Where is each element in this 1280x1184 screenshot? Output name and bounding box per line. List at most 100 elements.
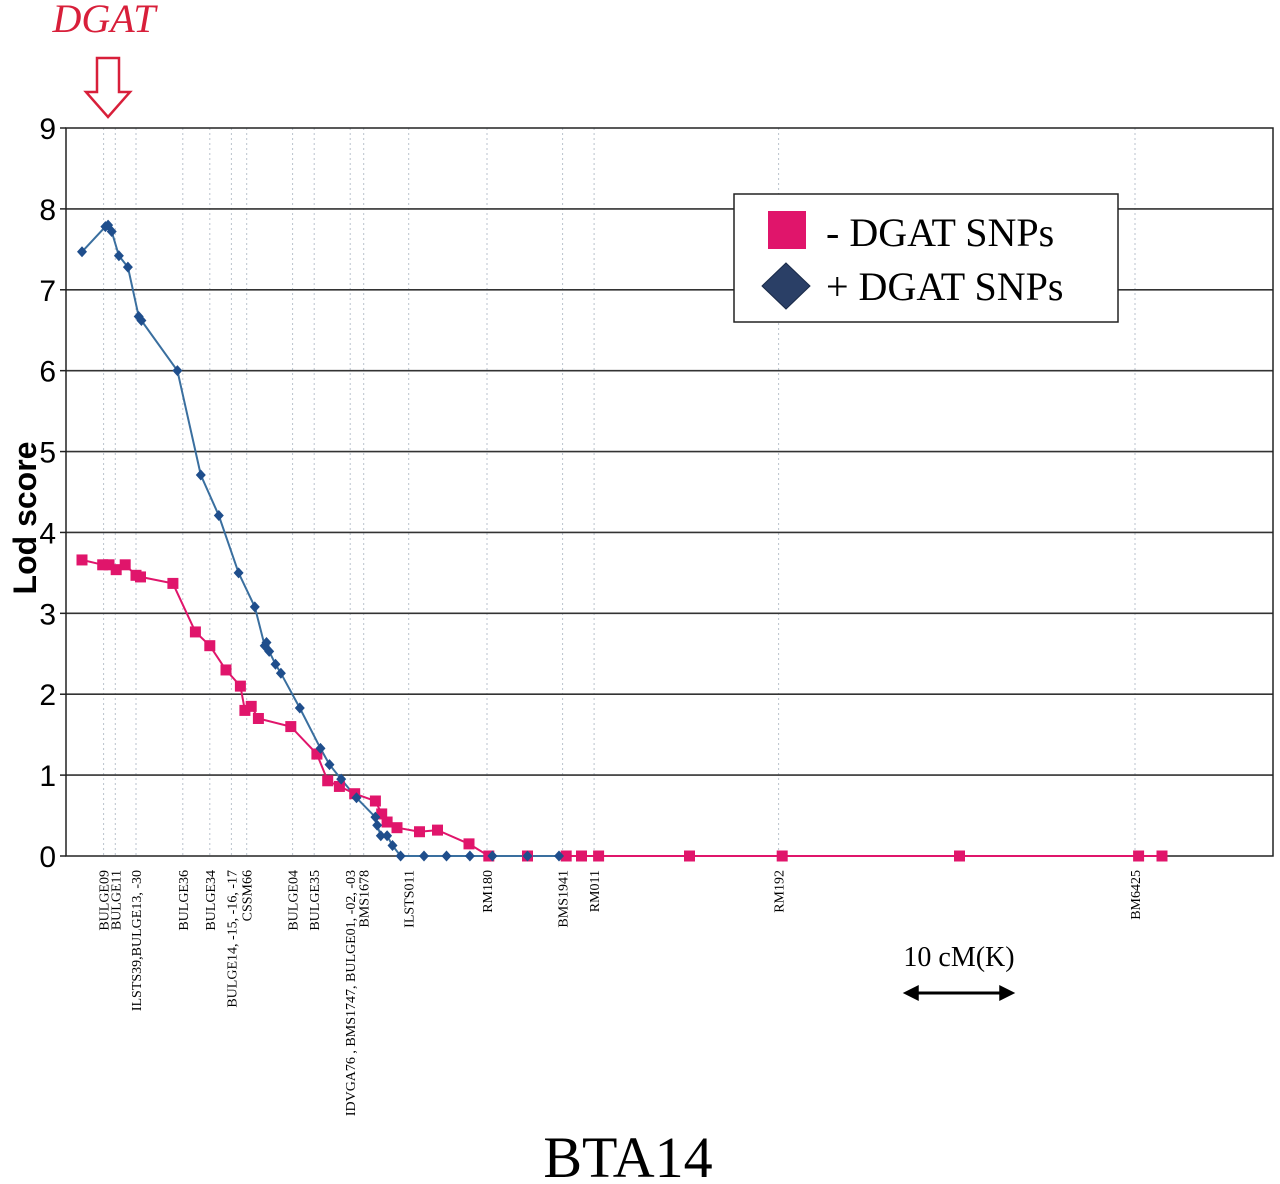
data-point — [382, 830, 393, 842]
data-point — [1133, 850, 1145, 862]
data-point — [233, 567, 244, 579]
gene-label: DGAT — [52, 0, 159, 41]
y-tick-label: 3 — [39, 598, 56, 631]
marker-label: ILSTS011 — [403, 870, 418, 928]
y-tick-label: 9 — [39, 113, 56, 146]
data-point — [275, 667, 286, 679]
data-point — [372, 819, 383, 831]
y-tick-label: 0 — [39, 841, 56, 874]
marker-label: ILSTS39,BULGE13, -30 — [130, 870, 145, 1011]
data-point — [285, 721, 297, 733]
data-point — [369, 795, 381, 807]
data-point — [336, 773, 347, 785]
data-point — [376, 808, 388, 820]
data-point — [395, 850, 406, 862]
y-tick-label: 2 — [39, 679, 56, 712]
data-point — [441, 850, 452, 862]
data-point — [776, 850, 788, 862]
marker-label: BULGE14, -15, -16, -17 — [225, 870, 240, 1008]
data-point — [252, 712, 264, 724]
y-tick-label: 6 — [39, 356, 56, 389]
y-tick-label: 4 — [39, 517, 56, 550]
data-point — [294, 702, 305, 714]
data-point — [76, 554, 88, 566]
data-point — [954, 850, 965, 862]
chromosome-title: BTA14 — [543, 1125, 712, 1184]
data-point — [432, 824, 443, 836]
data-point — [213, 509, 224, 521]
marker-label: RM192 — [773, 870, 788, 913]
data-point — [391, 822, 403, 834]
data-point — [487, 850, 498, 862]
data-point — [261, 636, 272, 648]
y-tick-label: 1 — [39, 760, 56, 793]
data-point — [119, 559, 131, 571]
y-tick-label: 7 — [39, 275, 56, 308]
y-tick-label: 5 — [39, 437, 56, 470]
data-point — [576, 850, 587, 862]
gene-annotation: DGAT — [52, 0, 159, 119]
data-point — [419, 850, 429, 862]
data-point — [381, 816, 393, 828]
data-point — [270, 658, 281, 670]
marker-label: IDVGA76 , BMS1747, BULGE01, -02, -03 — [344, 870, 359, 1116]
data-point — [464, 850, 475, 862]
data-point — [311, 748, 323, 760]
marker-label: CSSM66 — [241, 870, 256, 921]
double-arrow-icon — [902, 985, 1016, 1001]
data-point — [387, 839, 398, 851]
data-point — [220, 664, 232, 676]
data-point — [522, 850, 533, 862]
y-axis-ticks: 0 1 2 3 4 5 6 7 8 9 — [39, 113, 66, 874]
data-point — [110, 564, 122, 576]
data-point — [204, 640, 216, 652]
data-point — [234, 680, 246, 692]
marker-label: BMS1941 — [557, 870, 572, 928]
data-point — [113, 250, 124, 262]
data-point — [103, 559, 115, 571]
marker-label: BULGE35 — [308, 870, 323, 931]
marker-label: BULGE36 — [177, 870, 192, 931]
data-point — [315, 742, 326, 754]
marker-label: RM180 — [481, 870, 496, 913]
marker-label: RM011 — [588, 870, 603, 912]
data-point — [375, 830, 386, 842]
data-point — [264, 645, 275, 657]
data-point — [97, 559, 109, 571]
data-point — [249, 601, 260, 613]
data-point — [322, 775, 334, 787]
marker-label: BMS1678 — [358, 870, 373, 928]
data-point — [324, 759, 335, 771]
data-point — [349, 788, 361, 800]
series-points — [76, 219, 1168, 862]
marker-label: BULGE04 — [287, 870, 302, 931]
marker-label: BULGE09 — [98, 870, 113, 931]
data-point — [351, 792, 362, 804]
scale-bar: 10 cM(K) — [902, 942, 1016, 1001]
data-point — [136, 315, 147, 327]
data-point — [560, 850, 572, 862]
data-point — [77, 246, 87, 258]
data-point — [333, 780, 345, 792]
data-point — [122, 261, 133, 273]
data-point — [463, 838, 475, 850]
marker-label: BULGE11 — [109, 870, 124, 930]
legend-square-icon — [768, 211, 806, 249]
legend-label-minus: - DGAT SNPs — [826, 210, 1054, 255]
data-point — [370, 811, 381, 823]
legend-label-plus: + DGAT SNPs — [826, 264, 1063, 309]
data-point — [135, 571, 146, 583]
data-point — [106, 226, 117, 238]
y-tick-label: 8 — [39, 194, 56, 227]
data-point — [239, 704, 251, 716]
data-point — [684, 850, 695, 862]
y-axis-label: Lod score — [7, 442, 43, 595]
marker-label: BM6425 — [1129, 870, 1144, 920]
data-point — [172, 365, 183, 377]
data-point — [414, 826, 425, 838]
scale-bar-label: 10 cM(K) — [903, 942, 1014, 973]
data-point — [195, 469, 206, 481]
data-point — [593, 850, 605, 862]
